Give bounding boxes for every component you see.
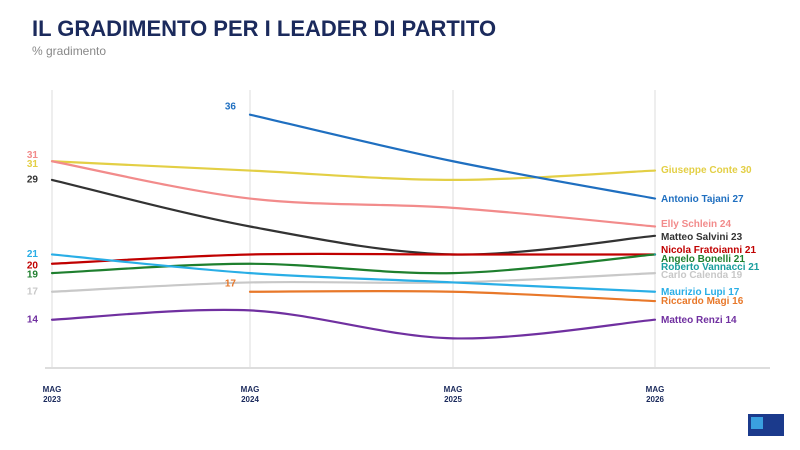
legend-name: Maurizio Lupi	[661, 287, 726, 298]
series-line	[50, 253, 657, 275]
x-tick-label: MAG 2023	[42, 385, 62, 404]
end-label: Matteo Salvini 23	[661, 232, 743, 243]
end-label: Carlo Calenda 19	[661, 270, 743, 281]
start-label: 14	[27, 314, 39, 325]
logo-mark	[751, 417, 763, 429]
end-label: Angelo Bonelli 21	[661, 254, 745, 265]
end-label: Maurizio Lupi 17	[661, 287, 740, 298]
legend-name: Riccardo Magi	[661, 296, 730, 307]
start-label: 20	[27, 260, 39, 271]
start-label: 36	[225, 101, 237, 112]
end-value: 19	[731, 270, 743, 281]
series-line	[50, 160, 657, 228]
end-label: Roberto Vannacci 21	[661, 262, 760, 273]
legend-name: Matteo Salvini	[661, 232, 728, 243]
start-label: 29	[27, 175, 39, 186]
series-line	[50, 178, 657, 256]
end-label: Matteo Renzi 14	[661, 315, 737, 326]
end-label: Antonio Tajani 27	[661, 194, 744, 205]
legend-name: Matteo Renzi	[661, 315, 723, 326]
legend-name: Carlo Calenda	[661, 270, 729, 281]
chart-title: IL GRADIMENTO PER I LEADER DI PARTITO	[32, 16, 496, 41]
series-line	[50, 253, 657, 293]
start-label: 31	[27, 150, 39, 161]
end-value: 23	[731, 232, 743, 243]
x-tick-label: MAG 2024	[240, 385, 260, 404]
x-tick-label: MAG 2025	[443, 385, 463, 404]
end-label: Riccardo Magi 16	[661, 296, 744, 307]
end-value: 27	[732, 194, 744, 205]
series-line	[50, 272, 657, 293]
end-value: 21	[745, 245, 757, 256]
legend-name: Angelo Bonelli	[661, 254, 731, 265]
end-label: Elly Schlein 24	[661, 219, 731, 230]
series-line	[248, 289, 657, 303]
legend-name: Elly Schlein	[661, 219, 717, 230]
end-value: 30	[740, 165, 752, 176]
series-line	[50, 252, 657, 265]
end-value: 21	[734, 254, 746, 265]
end-value: 21	[748, 262, 760, 273]
end-value: 24	[720, 219, 732, 230]
legend-name: Nicola Fratoianni	[661, 245, 742, 256]
start-label: 31	[27, 159, 39, 170]
series-line	[248, 113, 657, 200]
end-label: Nicola Fratoianni 21	[661, 245, 756, 256]
x-tick-label: MAG 2026	[645, 385, 665, 404]
start-label: 21	[27, 249, 39, 260]
end-value: 16	[732, 296, 744, 307]
legend-name: Giuseppe Conte	[661, 165, 738, 176]
end-value: 17	[728, 287, 740, 298]
start-label: 17	[225, 278, 237, 289]
end-label: Giuseppe Conte 30	[661, 165, 752, 176]
series-line	[50, 160, 657, 181]
legend-name: Roberto Vannacci	[661, 262, 746, 273]
series-line	[50, 308, 657, 340]
legend-name: Antonio Tajani	[661, 194, 730, 205]
start-label: 19	[27, 270, 39, 281]
chart-subtitle: % gradimento	[32, 44, 106, 58]
end-value: 14	[725, 315, 737, 326]
start-label: 17	[27, 286, 39, 297]
